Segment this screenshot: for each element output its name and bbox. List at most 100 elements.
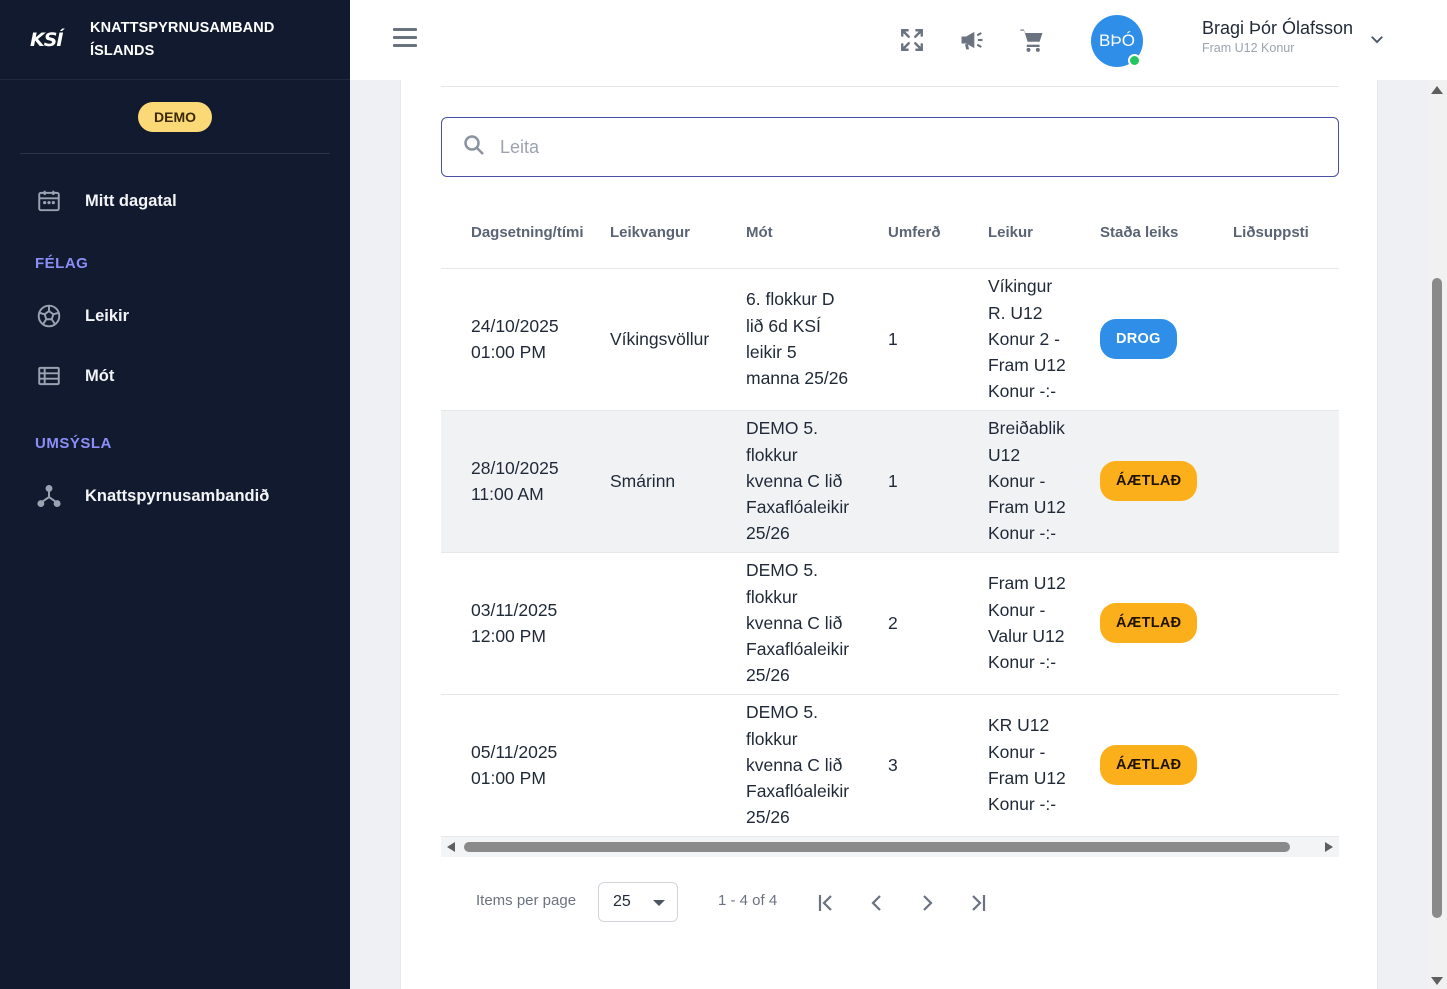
cell-tournament: DEMO 5. flokkur kvenna C lið Faxaflóalei… xyxy=(746,694,888,837)
demo-badge-container: DEMO xyxy=(20,80,330,154)
sidebar-item-mot[interactable]: Mót xyxy=(35,361,114,391)
brand-name-line1: KNATTSPYRNUSAMBAND xyxy=(90,19,275,36)
cell-round: 2 xyxy=(888,552,988,695)
scroll-up-arrow-icon[interactable] xyxy=(1431,86,1443,94)
page-size-value: 25 xyxy=(613,893,631,910)
cell-venue xyxy=(610,694,746,837)
cell-date: 24/10/2025 01:00 PM xyxy=(441,268,610,411)
cell-lineup xyxy=(1233,268,1339,411)
fullscreen-icon[interactable] xyxy=(898,26,926,54)
sidebar-item-knattspyrnusambandid[interactable]: Knattspyrnusambandið xyxy=(35,481,269,511)
status-badge: ÁÆTLAÐ xyxy=(1100,602,1198,644)
online-status-dot xyxy=(1128,54,1141,67)
last-page-icon xyxy=(972,895,986,911)
column-header-status[interactable]: Staða leiks xyxy=(1100,198,1233,269)
status-badge: ÁÆTLAÐ xyxy=(1100,744,1198,786)
table-row[interactable]: 28/10/2025 11:00 AM Smárinn DEMO 5. flok… xyxy=(441,410,1339,553)
column-header-tournament[interactable]: Mót xyxy=(746,198,888,269)
user-role: Fram U12 Konur xyxy=(1202,41,1295,55)
table-list-icon xyxy=(35,362,63,390)
status-badge: ÁÆTLAÐ xyxy=(1100,460,1198,502)
page-range-label: 1 - 4 of 4 xyxy=(718,892,778,909)
sidebar-item-label: Mitt dagatal xyxy=(85,191,177,210)
search-box[interactable] xyxy=(441,117,1339,177)
organization-icon xyxy=(35,482,63,510)
chevron-left-icon xyxy=(871,895,881,911)
soccer-ball-icon xyxy=(35,302,63,330)
sidebar-item-label: Knattspyrnusambandið xyxy=(85,486,270,505)
table-header-row: Dagsetning/tími Leikvangur Mót Umferð Le… xyxy=(441,198,1339,269)
table-row[interactable]: 05/11/2025 01:00 PM DEMO 5. flokkur kven… xyxy=(441,694,1339,837)
column-header-lineup[interactable]: Liðsuppsti xyxy=(1233,198,1339,269)
horizontal-scrollbar[interactable] xyxy=(441,837,1339,857)
cell-venue: Víkingsvöllur xyxy=(610,268,746,411)
divider xyxy=(441,86,1339,87)
cell-status: ÁÆTLAÐ xyxy=(1100,552,1233,695)
sidebar-item-label: Mót xyxy=(85,366,115,385)
cell-status: ÁÆTLAÐ xyxy=(1100,694,1233,837)
scroll-down-arrow-icon[interactable] xyxy=(1431,977,1443,985)
megaphone-icon[interactable] xyxy=(958,26,986,54)
scroll-right-arrow-icon[interactable] xyxy=(1325,842,1333,852)
matches-card: Dagsetning/tími Leikvangur Mót Umferð Le… xyxy=(400,80,1378,989)
section-umsysla: UMSÝSLA xyxy=(35,435,112,452)
top-header: BÞÓ Bragi Þór Ólafsson Fram U12 Konur xyxy=(350,0,1447,80)
cell-venue: Smárinn xyxy=(610,410,746,553)
brand-name-line2: ÍSLANDS xyxy=(90,42,155,59)
demo-badge: DEMO xyxy=(138,101,212,132)
cell-tournament: DEMO 5. flokkur kvenna C lið Faxaflóalei… xyxy=(746,552,888,695)
cell-venue xyxy=(610,552,746,695)
search-icon xyxy=(462,133,486,162)
cell-match: Fram U12 Konur - Valur U12 Konur -:- xyxy=(988,552,1100,695)
cell-status: DROG xyxy=(1100,268,1233,411)
table-row[interactable]: 03/11/2025 12:00 PM DEMO 5. flokkur kven… xyxy=(441,552,1339,695)
previous-page-button[interactable] xyxy=(864,890,890,916)
brand[interactable]: KSÍ KNATTSPYRNUSAMBAND ÍSLANDS xyxy=(0,0,350,80)
user-name[interactable]: Bragi Þór Ólafsson xyxy=(1202,18,1354,38)
caret-down-icon xyxy=(653,900,665,906)
items-per-page-label: Items per page xyxy=(476,892,577,909)
cell-tournament: 6. flokkur D lið 6d KSÍ leikir 5 manna 2… xyxy=(746,268,888,411)
sidebar-item-mitt-dagatal[interactable]: Mitt dagatal xyxy=(35,186,177,216)
scroll-left-arrow-icon[interactable] xyxy=(447,842,455,852)
search-input[interactable] xyxy=(500,136,1300,158)
cell-match: Breiðablik U12 Konur - Fram U12 Konur -:… xyxy=(988,410,1100,553)
cell-date: 28/10/2025 11:00 AM xyxy=(441,410,610,553)
hamburger-icon[interactable] xyxy=(393,28,417,50)
vertical-scroll-thumb[interactable] xyxy=(1432,278,1442,918)
column-header-round[interactable]: Umferð xyxy=(888,198,988,269)
cell-round: 3 xyxy=(888,694,988,837)
cell-round: 1 xyxy=(888,268,988,411)
horizontal-scroll-thumb[interactable] xyxy=(464,842,1290,852)
matches-table: Dagsetning/tími Leikvangur Mót Umferð Le… xyxy=(441,198,1339,837)
cell-date: 03/11/2025 12:00 PM xyxy=(441,552,610,695)
avatar-initials: BÞÓ xyxy=(1099,31,1135,50)
first-page-button[interactable] xyxy=(814,890,840,916)
last-page-button[interactable] xyxy=(964,890,990,916)
avatar[interactable]: BÞÓ xyxy=(1091,15,1143,67)
chevron-right-icon xyxy=(923,895,933,911)
cell-lineup xyxy=(1233,410,1339,553)
chevron-down-icon[interactable] xyxy=(1368,30,1386,48)
cell-lineup xyxy=(1233,552,1339,695)
cell-match: Víkingur R. U12 Konur 2 - Fram U12 Konur… xyxy=(988,268,1100,411)
sidebar: KSÍ KNATTSPYRNUSAMBAND ÍSLANDS DEMO Mitt… xyxy=(0,0,350,989)
column-header-match[interactable]: Leikur xyxy=(988,198,1100,269)
first-page-icon xyxy=(818,895,832,911)
cart-icon[interactable] xyxy=(1018,26,1046,54)
status-badge: DROG xyxy=(1100,318,1177,360)
cell-match: KR U12 Konur - Fram U12 Konur -:- xyxy=(988,694,1100,837)
brand-name: KNATTSPYRNUSAMBAND ÍSLANDS xyxy=(90,17,274,63)
vertical-scrollbar[interactable] xyxy=(1427,80,1447,989)
next-page-button[interactable] xyxy=(914,890,940,916)
cell-date: 05/11/2025 01:00 PM xyxy=(441,694,610,837)
cell-lineup xyxy=(1233,694,1339,837)
page-size-select[interactable]: 25 xyxy=(598,882,678,922)
ksi-logo: KSÍ xyxy=(30,28,63,51)
column-header-venue[interactable]: Leikvangur xyxy=(610,198,746,269)
cell-tournament: DEMO 5. flokkur kvenna C lið Faxaflóalei… xyxy=(746,410,888,553)
cell-round: 1 xyxy=(888,410,988,553)
sidebar-item-leikir[interactable]: Leikir xyxy=(35,301,129,331)
column-header-date[interactable]: Dagsetning/tími xyxy=(441,198,610,269)
table-row[interactable]: 24/10/2025 01:00 PM Víkingsvöllur 6. flo… xyxy=(441,268,1339,411)
